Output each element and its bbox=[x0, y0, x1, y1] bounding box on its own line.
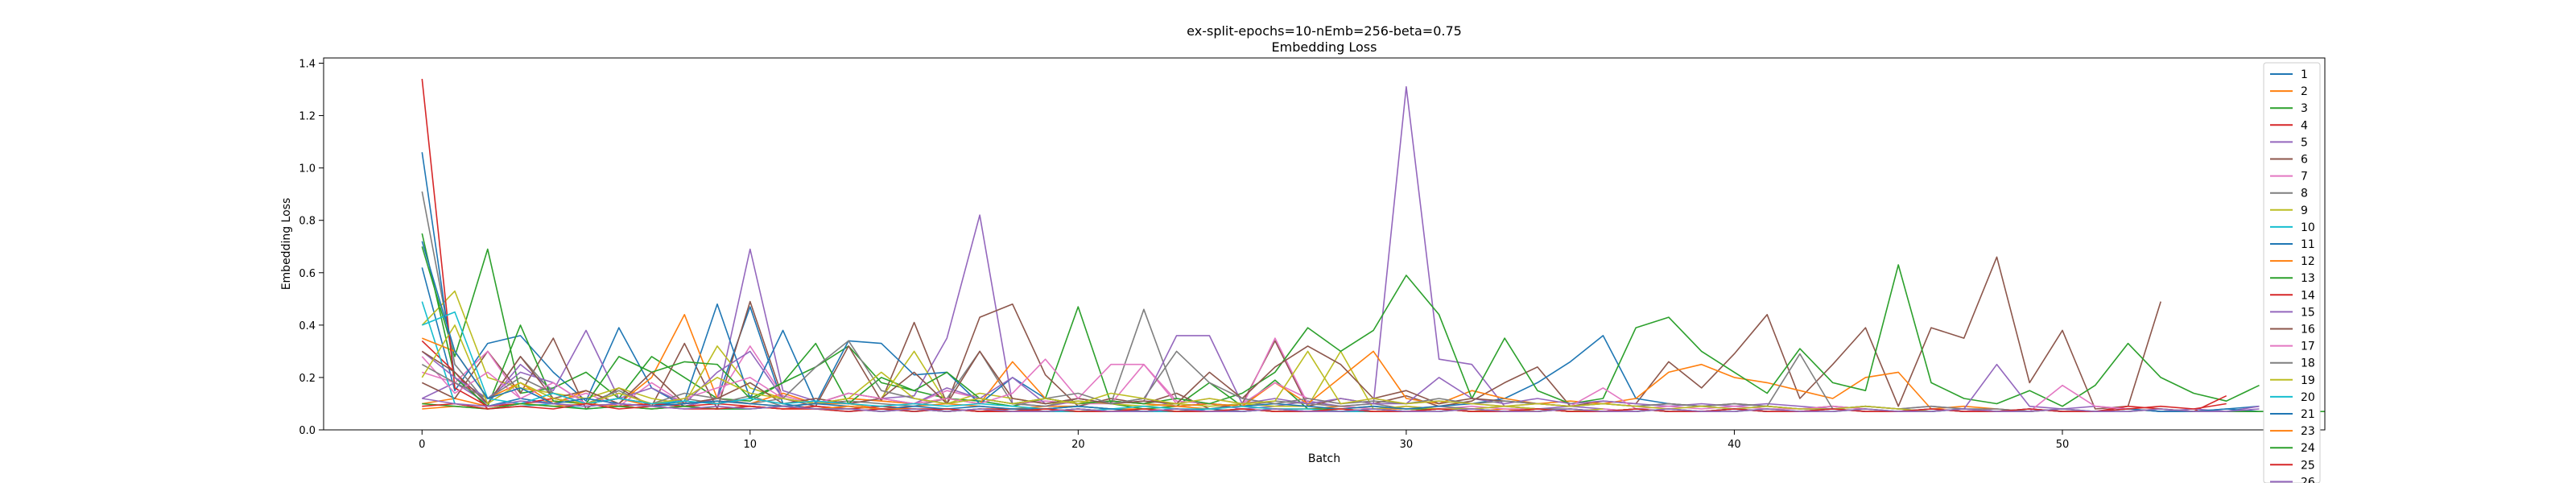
x-tick-label: 50 bbox=[2056, 439, 2070, 451]
legend-label-2: 2 bbox=[2301, 85, 2308, 98]
legend-label-23: 23 bbox=[2301, 425, 2315, 438]
legend: 1234567891011121314151617181920212324252… bbox=[2263, 62, 2321, 483]
legend-label-19: 19 bbox=[2301, 374, 2315, 387]
legend-label-21: 21 bbox=[2301, 408, 2315, 421]
legend-label-10: 10 bbox=[2301, 221, 2315, 234]
series-line-26 bbox=[422, 398, 2260, 413]
y-axis-label: Embedding Loss bbox=[280, 198, 293, 291]
series-line-6 bbox=[421, 256, 2161, 410]
legend-label-15: 15 bbox=[2301, 306, 2315, 319]
legend-label-11: 11 bbox=[2301, 238, 2315, 251]
legend-label-6: 6 bbox=[2301, 154, 2308, 167]
chart-title: ex-split-epochs=10-nEmb=256-beta=0.75 bbox=[1187, 23, 1462, 39]
legend-label-1: 1 bbox=[2301, 68, 2308, 81]
series-layer bbox=[421, 78, 2325, 413]
legend-label-3: 3 bbox=[2301, 102, 2308, 115]
legend-label-26: 26 bbox=[2301, 476, 2315, 483]
y-tick-label: 0.0 bbox=[299, 425, 316, 437]
series-line-5 bbox=[421, 86, 1768, 413]
plot-area-frame bbox=[323, 57, 2326, 431]
x-tick-label: 30 bbox=[1400, 439, 1414, 451]
y-tick-label: 1.0 bbox=[299, 163, 316, 175]
y-tick-label: 0.6 bbox=[299, 268, 316, 280]
legend-label-7: 7 bbox=[2301, 171, 2308, 184]
series-line-11 bbox=[421, 151, 2260, 413]
legend-label-25: 25 bbox=[2301, 459, 2315, 472]
x-tick-label: 10 bbox=[744, 439, 758, 451]
series-line-13 bbox=[421, 233, 2260, 407]
series-line-17 bbox=[421, 356, 2128, 413]
x-tick-label: 20 bbox=[1071, 439, 1085, 451]
y-tick-label: 1.4 bbox=[299, 59, 316, 71]
legend-label-24: 24 bbox=[2301, 442, 2315, 455]
x-axis: 0 10 20 30 40 50 bbox=[419, 430, 2069, 451]
legend-label-13: 13 bbox=[2301, 272, 2315, 285]
y-tick-label: 1.2 bbox=[299, 111, 316, 123]
legend-frame bbox=[2263, 62, 2321, 483]
y-tick-label: 0.8 bbox=[299, 216, 316, 228]
y-tick-label: 0.4 bbox=[299, 320, 316, 332]
series-line-19 bbox=[421, 324, 1932, 412]
legend-label-20: 20 bbox=[2301, 391, 2315, 404]
legend-label-17: 17 bbox=[2301, 341, 2315, 353]
chart-subtitle: Embedding Loss bbox=[1272, 39, 1377, 55]
legend-label-16: 16 bbox=[2301, 324, 2315, 336]
y-axis: 0.0 0.2 0.4 0.6 0.8 1.0 1.2 1.4 bbox=[299, 59, 324, 437]
x-tick-label: 0 bbox=[419, 439, 425, 451]
legend-label-5: 5 bbox=[2301, 136, 2308, 149]
y-tick-label: 0.2 bbox=[299, 373, 316, 385]
series-line-25 bbox=[422, 402, 2227, 413]
legend-label-18: 18 bbox=[2301, 357, 2315, 370]
legend-label-4: 4 bbox=[2301, 119, 2308, 132]
series-line-18 bbox=[421, 340, 2030, 412]
legend-label-9: 9 bbox=[2301, 204, 2308, 217]
series-line-14 bbox=[421, 78, 2227, 413]
x-axis-label: Batch bbox=[1308, 452, 1340, 465]
legend-label-8: 8 bbox=[2301, 188, 2308, 200]
series-line-8 bbox=[421, 191, 1669, 413]
x-tick-label: 40 bbox=[1728, 439, 1741, 451]
legend-label-12: 12 bbox=[2301, 255, 2315, 268]
legend-label-14: 14 bbox=[2301, 289, 2315, 302]
